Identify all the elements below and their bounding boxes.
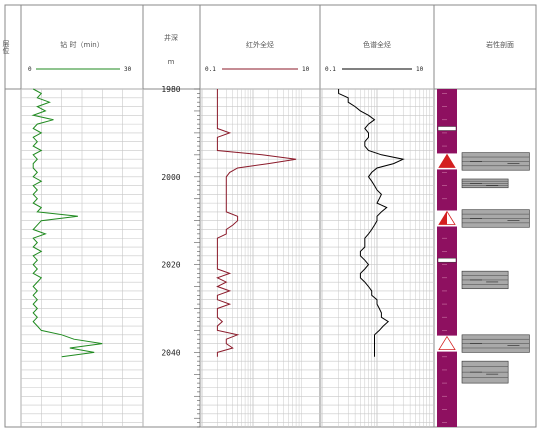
tg-track-header: 色谱全烃 (363, 40, 391, 49)
tg-curve (338, 89, 405, 357)
depth-unit-label: m (168, 58, 175, 66)
tg-scale-max: 10 (416, 66, 424, 73)
tg-scale-min: 0.1 (325, 66, 336, 73)
oil-water-show-fill (439, 211, 447, 225)
oil-show-icon (438, 153, 456, 168)
rt-curve (216, 89, 297, 357)
depth-label: 2000 (161, 173, 180, 182)
depth-label: 1980 (161, 85, 180, 94)
rt-scale-max: 10 (302, 66, 310, 73)
time-curve (31, 88, 103, 358)
time-track-header: 钻 时（min） (60, 40, 103, 49)
rt-scale-min: 0.1 (205, 66, 216, 73)
depth-label: 2040 (161, 348, 180, 357)
water-show-icon (438, 335, 456, 350)
rt-track-header: 红外全烃 (246, 40, 274, 49)
time-scale-min: 0 (28, 66, 32, 73)
depth-label: 2020 (161, 261, 180, 270)
lith-track-header: 岩性剖面 (486, 40, 514, 49)
depth-track-header: 井深 (164, 33, 178, 42)
layer-header: 层位 (2, 40, 10, 54)
lith-marker (437, 126, 457, 131)
lith-marker (437, 257, 457, 263)
time-scale-max: 30 (124, 66, 132, 73)
